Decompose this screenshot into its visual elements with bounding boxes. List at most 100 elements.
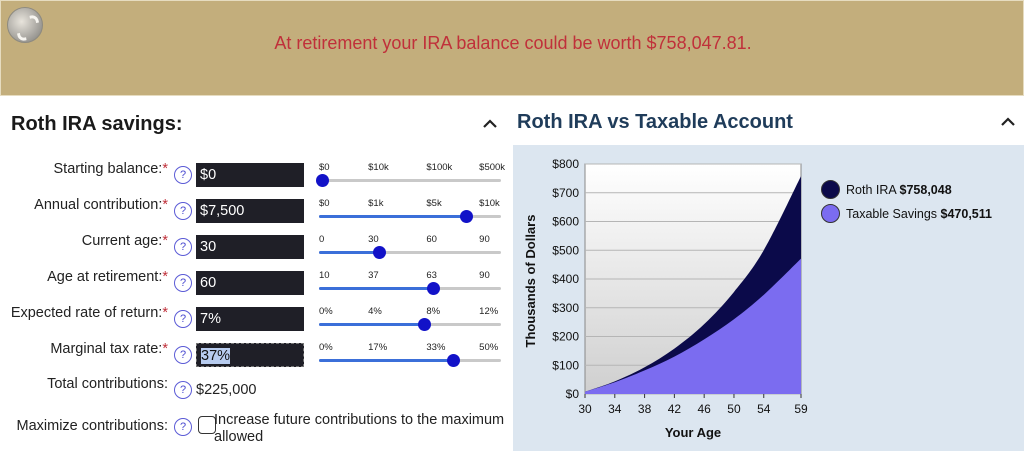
x-tick-label: 30	[578, 402, 592, 416]
retirement-balance-message: At retirement your IRA balance could be …	[274, 33, 752, 53]
annual-contribution-input-value: $7,500	[200, 203, 245, 219]
legend-roth-ira-value: $758,048	[899, 183, 952, 197]
annual-contribution-slider[interactable]	[319, 215, 501, 218]
current-age-slider-ticks: 0 30 60 90	[319, 234, 501, 246]
current-age-slider-handle[interactable]	[372, 246, 386, 259]
help-circle-icon[interactable]: ?	[174, 238, 192, 256]
age-at-retirement-slider[interactable]	[319, 287, 501, 290]
age-at-retirement-label-text: Age at retirement:	[47, 269, 163, 285]
slider-tick-label: 4%	[368, 306, 382, 317]
slider-tick-label: 0	[319, 234, 325, 245]
slider-tick-label: 10	[319, 270, 330, 281]
maximize-contributions-checkbox[interactable]	[198, 416, 216, 434]
maximize-contributions-checkbox-label[interactable]: Increase future contributions to the max…	[214, 412, 505, 445]
chevron-up-icon[interactable]	[1000, 116, 1016, 128]
x-tick-label: 34	[608, 402, 622, 416]
series-area-taxable-savings	[585, 258, 801, 394]
roth-ira-savings-title: Roth IRA savings:	[11, 113, 183, 135]
annual-contribution-slider-fill	[319, 215, 467, 218]
help-circle-icon[interactable]: ?	[174, 202, 192, 220]
legend-item-roth-ira: Roth IRA $758,048	[846, 183, 952, 197]
slider-tick-label: 37	[368, 270, 379, 281]
slider-tick-label: $10k	[479, 198, 500, 209]
current-age-slider[interactable]	[319, 251, 501, 254]
marginal-tax-rate-label: Marginal tax rate:*	[50, 341, 168, 357]
y-tick-label: $200	[552, 330, 579, 344]
x-axis-label: Your Age	[665, 425, 721, 440]
y-tick-label: $600	[552, 215, 579, 229]
expected-rate-of-return-label-text: Expected rate of return:	[10, 305, 163, 321]
marginal-tax-rate-slider-ticks: 0% 17% 33% 50%	[319, 342, 501, 354]
help-circle-icon[interactable]: ?	[174, 346, 192, 364]
chevron-up-icon[interactable]	[482, 118, 498, 130]
x-tick-label: 59	[794, 402, 808, 416]
annual-contribution-label: Annual contribution:*	[34, 197, 168, 213]
help-circle-icon[interactable]: ?	[174, 418, 192, 436]
annual-contribution-input[interactable]: $7,500	[196, 199, 304, 223]
legend-taxable-savings-name: Taxable Savings	[846, 207, 938, 221]
marginal-tax-rate-slider[interactable]	[319, 359, 501, 362]
slider-tick-label: 63	[426, 270, 437, 281]
current-age-label-text: Current age:	[81, 233, 163, 249]
expected-rate-of-return-slider-fill	[319, 323, 425, 326]
slider-tick-label: $500k	[479, 162, 506, 173]
total-contributions-label: Total contributions:	[47, 376, 168, 392]
starting-balance-label-text: Starting balance:	[53, 161, 163, 177]
y-tick-label: $300	[552, 301, 579, 315]
maximize-contributions-label: Maximize contributions:	[16, 418, 169, 434]
legend-swatch-taxable-savings	[821, 204, 840, 223]
slider-tick-label: $0	[319, 198, 330, 209]
starting-balance-slider-handle[interactable]	[316, 174, 330, 187]
annual-contribution-slider-handle[interactable]	[459, 210, 473, 223]
expected-rate-of-return-slider-ticks: 0% 4% 8% 12%	[319, 306, 501, 318]
slider-tick-label: $5k	[426, 198, 442, 209]
current-age-input-value: 30	[200, 239, 217, 255]
result-banner: At retirement your IRA balance could be …	[0, 0, 1024, 96]
marginal-tax-rate-input[interactable]: 37%	[196, 343, 304, 367]
age-at-retirement-input[interactable]: 60	[196, 271, 304, 295]
marginal-tax-rate-slider-handle[interactable]	[447, 354, 461, 367]
slider-tick-label: 8%	[426, 306, 441, 317]
help-circle-icon[interactable]: ?	[174, 381, 192, 399]
starting-balance-label: Starting balance:*	[54, 161, 168, 177]
total-contributions-value: $225,000	[196, 382, 257, 398]
expected-rate-of-return-slider-handle[interactable]	[418, 318, 432, 331]
slider-tick-label: 50%	[479, 342, 499, 353]
age-at-retirement-input-value: 60	[200, 275, 217, 291]
required-marker: *	[162, 305, 168, 321]
y-tick-label: $0	[566, 387, 580, 401]
y-axis-label: Thousands of Dollars	[523, 215, 538, 348]
y-tick-label: $400	[552, 272, 579, 286]
expected-rate-of-return-input-value: 7%	[200, 311, 221, 327]
y-tick-label: $800	[552, 157, 579, 171]
required-marker: *	[162, 233, 168, 249]
starting-balance-input-value: $0	[200, 167, 217, 183]
age-at-retirement-slider-handle[interactable]	[427, 282, 441, 295]
age-at-retirement-slider-fill	[319, 287, 434, 290]
starting-balance-slider-ticks: $0 $10k $100k $500k	[319, 162, 505, 174]
slider-tick-label: $100k	[426, 162, 453, 173]
slider-tick-label: 90	[479, 270, 490, 281]
age-at-retirement-slider-ticks: 10 37 63 90	[319, 270, 501, 282]
help-circle-icon[interactable]: ?	[174, 166, 192, 184]
required-marker: *	[162, 269, 168, 285]
expected-rate-of-return-label: Expected rate of return:*	[11, 305, 168, 321]
expected-rate-of-return-input[interactable]: 7%	[196, 307, 304, 331]
required-marker: *	[162, 161, 168, 177]
help-circle-icon[interactable]: ?	[174, 274, 192, 292]
brand-logo-icon	[7, 7, 43, 43]
current-age-slider-fill	[319, 251, 380, 254]
slider-tick-label: $0	[319, 162, 330, 173]
x-tick-label: 46	[697, 402, 711, 416]
x-tick-label: 42	[668, 402, 682, 416]
age-at-retirement-label: Age at retirement:*	[47, 269, 168, 285]
starting-balance-input[interactable]: $0	[196, 163, 304, 187]
expected-rate-of-return-slider[interactable]	[319, 323, 501, 326]
slider-tick-label: 0%	[319, 342, 333, 353]
help-circle-icon[interactable]: ?	[174, 310, 192, 328]
x-tick-label: 50	[727, 402, 741, 416]
marginal-tax-rate-input-value: 37%	[201, 348, 231, 364]
current-age-input[interactable]: 30	[196, 235, 304, 259]
